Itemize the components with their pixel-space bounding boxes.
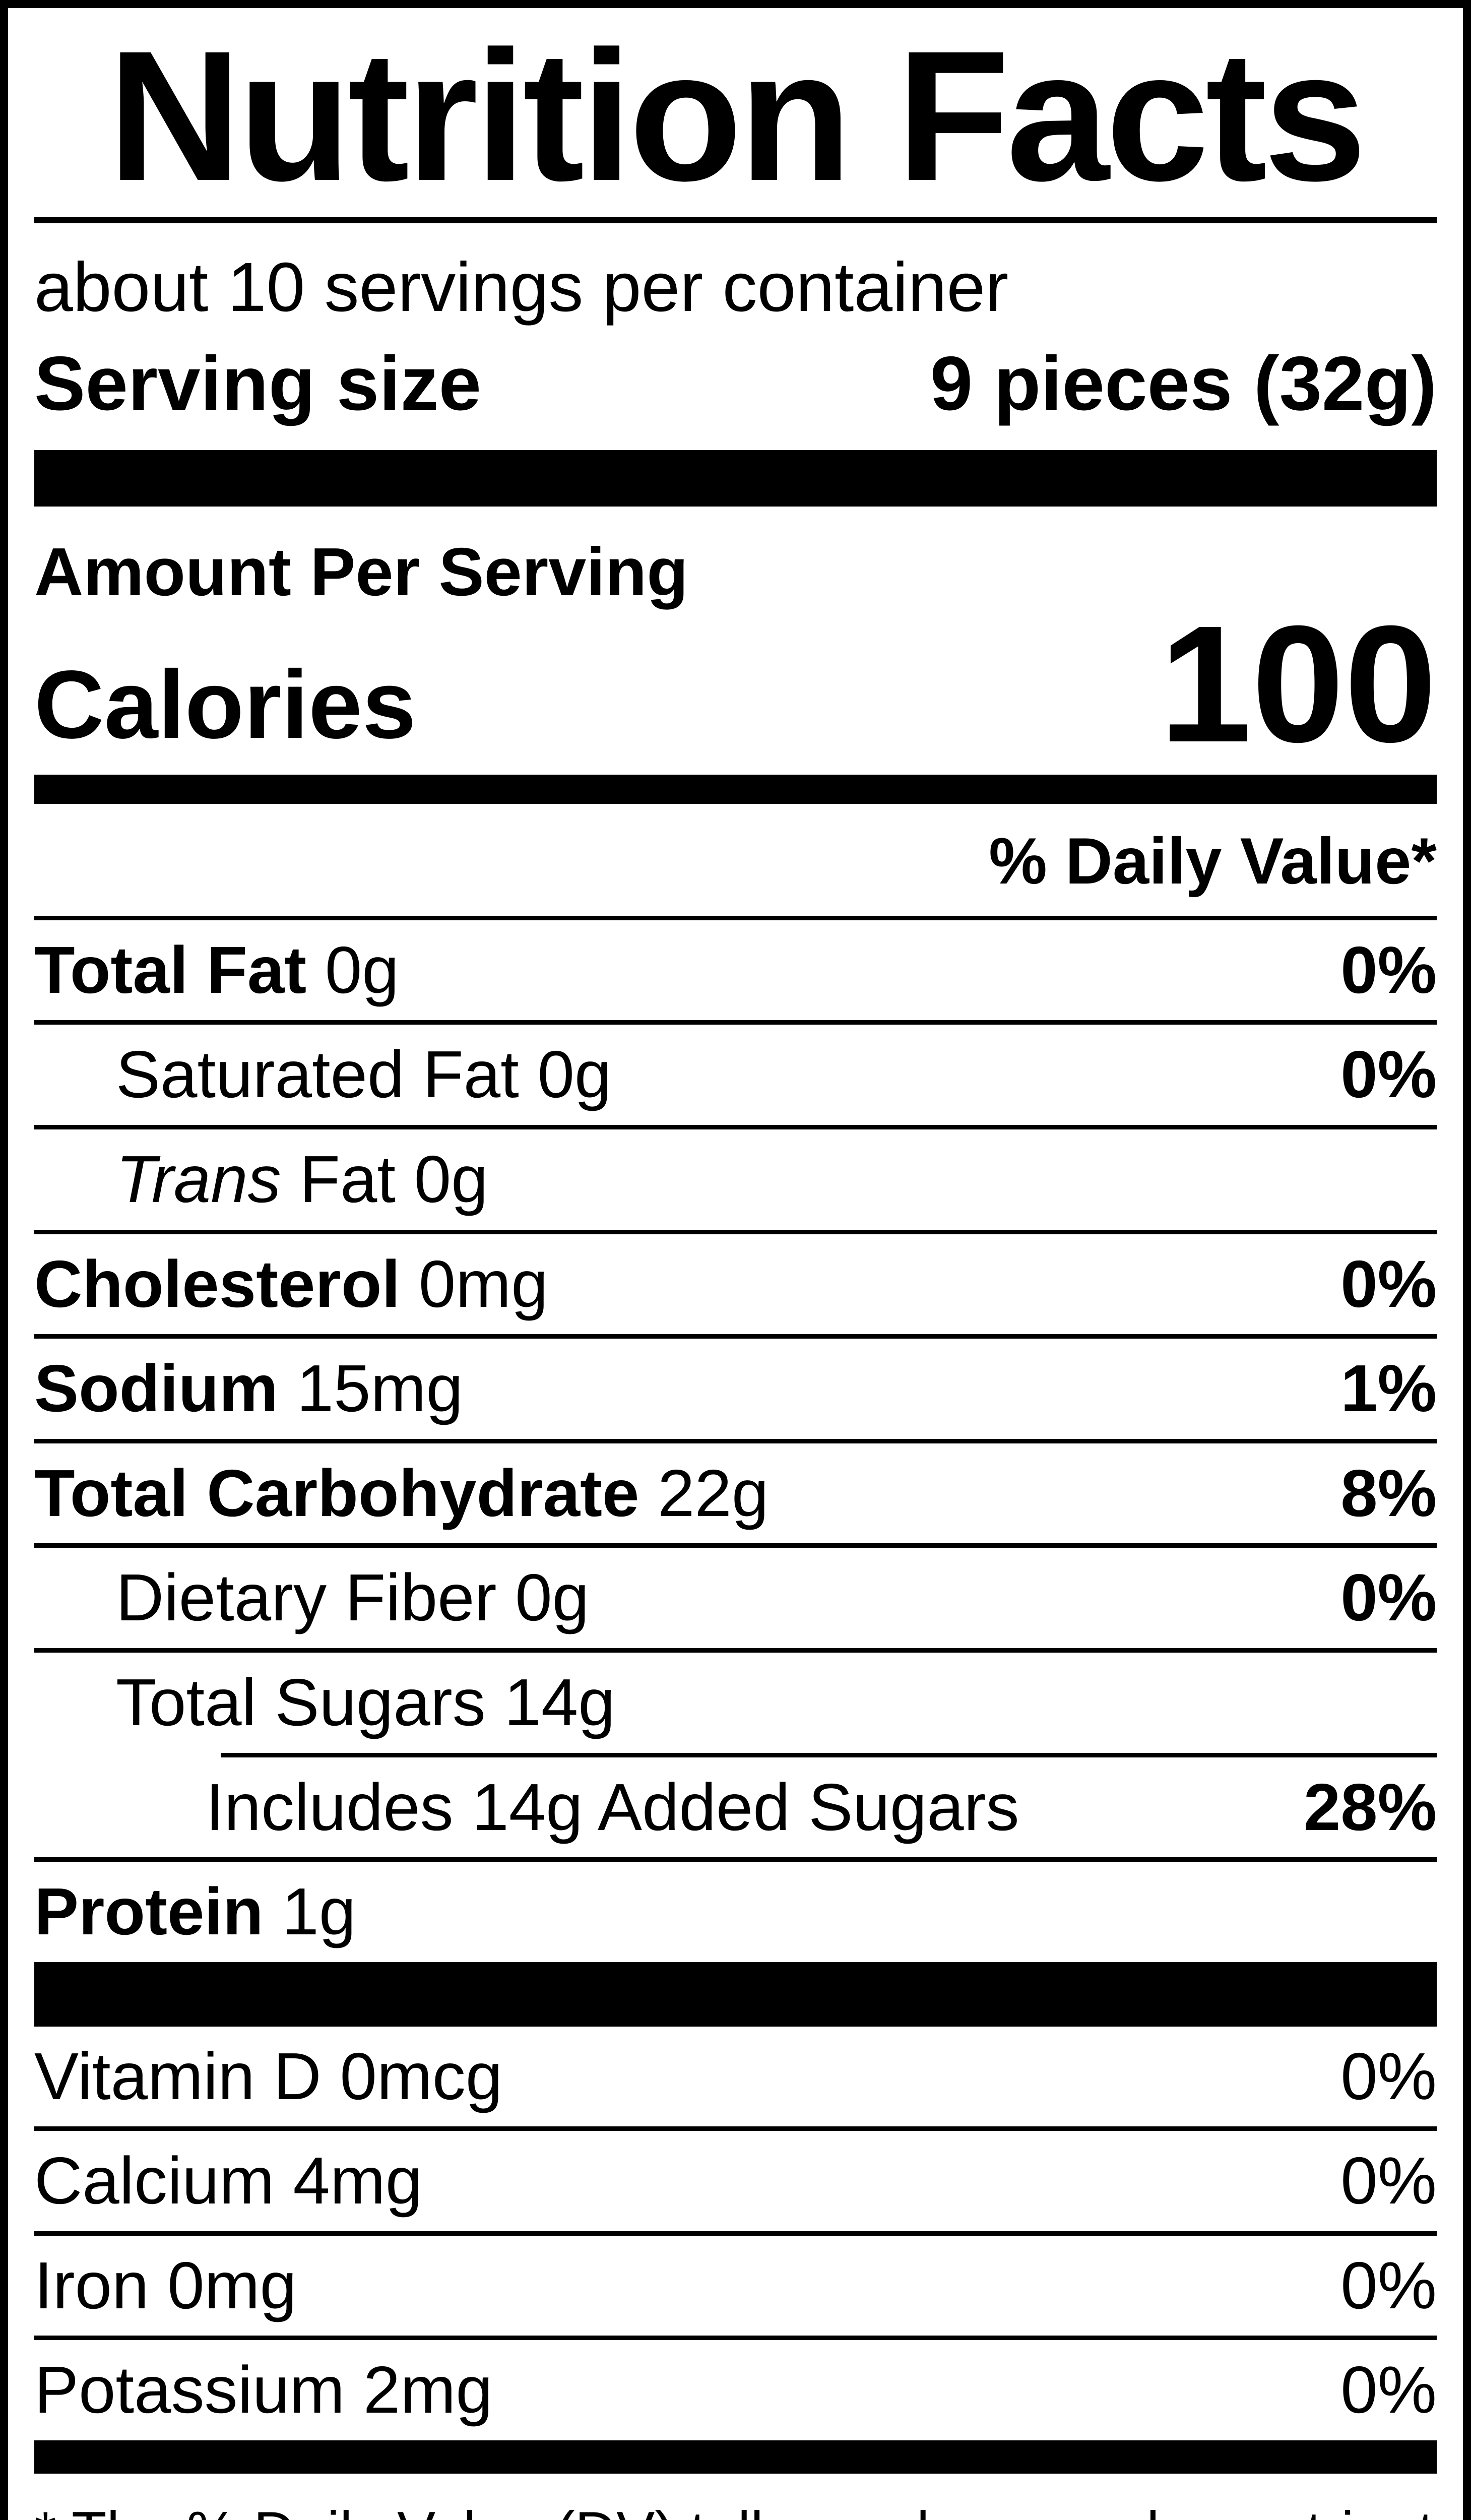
nutrient-amount: 14g — [504, 1665, 615, 1739]
vitamin-amount: 0mcg — [340, 2039, 503, 2113]
nutrient-amount: 0g — [515, 1560, 590, 1635]
vitamin-name: Calcium — [34, 2144, 275, 2218]
nutrient-name: Fat — [299, 1142, 396, 1216]
nutrient-name: Cholesterol — [34, 1246, 401, 1321]
nutrient-rows: Total Fat 0g 0% Saturated Fat 0g 0% Tran… — [34, 915, 1437, 1962]
nutrient-amount: 0g — [414, 1142, 488, 1216]
thick-divider-bar — [34, 1962, 1437, 2027]
vitamin-name: Iron — [34, 2248, 149, 2322]
daily-value-header: % Daily Value* — [989, 824, 1437, 898]
vitamin-name: Vitamin D — [34, 2039, 322, 2113]
nutrient-row-trans-fat: Trans Fat 0g — [34, 1124, 1437, 1230]
nutrient-row-saturated-fat: Saturated Fat 0g 0% — [34, 1020, 1437, 1125]
vitamin-dv: 0% — [1340, 2144, 1437, 2218]
nutrient-dv: 0% — [1340, 1560, 1437, 1635]
vitamin-row-calcium: Calcium 4mg 0% — [34, 2126, 1437, 2231]
nutrient-name-italic: Trans — [116, 1142, 281, 1216]
nutrient-row-total-sugars: Total Sugars 14g — [34, 1648, 1437, 1753]
serving-size-row: Serving size 9 pieces (32g) — [34, 331, 1437, 450]
nutrient-dv: 8% — [1340, 1456, 1437, 1530]
thick-divider-bar — [34, 450, 1437, 507]
calories-label: Calories — [34, 650, 416, 759]
nutrient-amount: 15mg — [296, 1351, 463, 1426]
label-content: Nutrition Facts about 10 servings per co… — [8, 8, 1463, 2520]
vitamin-row-iron: Iron 0mg 0% — [34, 2231, 1437, 2336]
medium-divider-bar — [34, 774, 1437, 804]
serving-size-label: Serving size — [34, 341, 482, 427]
thick-divider-bar — [34, 2440, 1437, 2474]
nutrient-row-total-carbohydrate: Total Carbohydrate 22g 8% — [34, 1438, 1437, 1544]
footnote-line: * The % Daily Value (DV) tells you how m… — [34, 2496, 1437, 2520]
serving-size-value: 9 pieces (32g) — [930, 341, 1437, 427]
nutrient-amount: 0g — [537, 1037, 612, 1112]
nutrient-amount: 0g — [325, 932, 399, 1007]
nutrient-dv: 0% — [1340, 1246, 1437, 1321]
vitamin-row-potassium: Potassium 2mg 0% — [34, 2336, 1437, 2440]
vitamin-dv: 0% — [1340, 2248, 1437, 2322]
nutrient-amount: 22g — [658, 1456, 769, 1530]
daily-value-footnote: * The % Daily Value (DV) tells you how m… — [34, 2474, 1437, 2520]
vitamin-dv: 0% — [1340, 2353, 1437, 2427]
nutrient-dv: 0% — [1340, 932, 1437, 1007]
nutrient-name: Dietary Fiber — [116, 1560, 497, 1635]
vitamin-rows: Vitamin D 0mcg 0% Calcium 4mg 0% Iron 0m… — [34, 2027, 1437, 2440]
nutrient-dv: 0% — [1340, 1037, 1437, 1112]
nutrient-amount: 0mg — [418, 1246, 548, 1321]
amount-per-serving-label: Amount Per Serving — [34, 534, 688, 610]
servings-per-container: about 10 servings per container — [34, 248, 1009, 327]
nutrient-row-total-fat: Total Fat 0g 0% — [34, 915, 1437, 1021]
nutrient-name: Saturated Fat — [116, 1037, 519, 1112]
nutrient-row-protein: Protein 1g — [34, 1857, 1437, 1962]
nutrient-name: Protein — [34, 1874, 264, 1949]
nutrient-row-added-sugars: Includes 14g Added Sugars 28% — [34, 1757, 1437, 1858]
calories-value: 100 — [1159, 591, 1437, 777]
nutrient-name: Includes 14g Added Sugars — [206, 1770, 1019, 1844]
nutrient-row-sodium: Sodium 15mg 1% — [34, 1334, 1437, 1439]
vitamin-amount: 4mg — [293, 2144, 423, 2218]
vitamin-name: Potassium — [34, 2353, 345, 2427]
label-title: Nutrition Facts — [107, 12, 1367, 219]
added-sugars-indent-rule — [221, 1752, 1437, 1757]
nutrient-dv: 1% — [1340, 1351, 1437, 1426]
nutrient-row-cholesterol: Cholesterol 0mg 0% — [34, 1229, 1437, 1335]
nutrient-amount: 1g — [282, 1874, 356, 1949]
vitamin-dv: 0% — [1340, 2039, 1437, 2113]
nutrient-name: Total Fat — [34, 932, 307, 1007]
vitamin-amount: 2mg — [363, 2353, 493, 2427]
nutrient-name: Total Sugars — [116, 1665, 486, 1739]
vitamin-row-vitamin-d: Vitamin D 0mcg 0% — [34, 2027, 1437, 2127]
nutrient-name: Sodium — [34, 1351, 278, 1426]
nutrient-dv: 28% — [1303, 1770, 1437, 1844]
calories-row: Calories 100 — [34, 591, 1437, 777]
nutrient-name: Total Carbohydrate — [34, 1456, 639, 1530]
title-rule — [34, 217, 1437, 224]
vitamin-amount: 0mg — [167, 2248, 297, 2322]
nutrient-row-dietary-fiber: Dietary Fiber 0g 0% — [34, 1543, 1437, 1648]
